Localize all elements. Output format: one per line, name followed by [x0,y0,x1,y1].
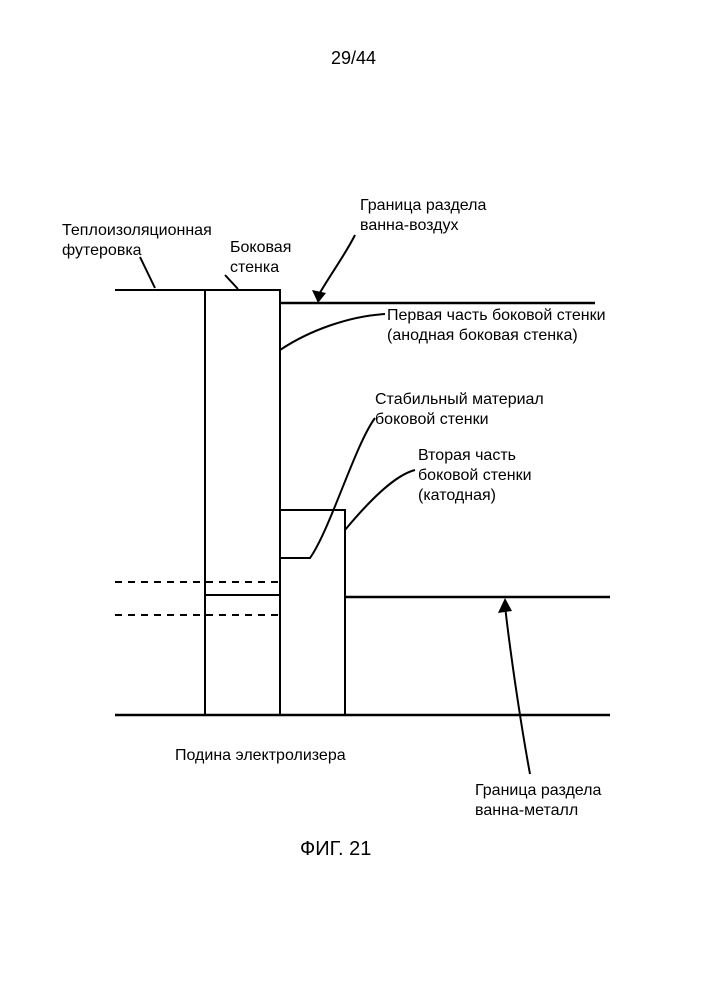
thermal-lining-label-l2: футеровка [62,242,142,259]
second-part-label-l1: Вторая часть [418,447,516,464]
stable-material-label-l1: Стабильный материал [375,391,544,408]
bath-metal-label-l1: Граница раздела [475,782,601,799]
bath-metal-label-l2: ванна-металл [475,802,578,819]
figure-21: Теплоизоляционная футеровка Боковая стен… [0,0,707,1000]
side-wall-block [205,290,280,595]
first-part-pointer [280,314,385,350]
bath-air-label-l1: Граница раздела [360,197,486,214]
stable-material-label-l2: боковой стенки [375,411,489,428]
bath-air-label-l2: ванна-воздух [360,217,458,234]
figure-caption: ФИГ. 21 [300,838,371,860]
bath-air-arrow [318,235,355,296]
first-part-label-l2: (анодная боковая стенка) [387,327,578,344]
bath-metal-arrow [505,606,530,774]
side-wall-label-l1: Боковая [230,239,291,256]
side-wall-label-l2: стенка [230,259,279,276]
thermal-lining-label-l1: Теплоизоляционная [62,222,212,239]
bath-metal-arrowhead [498,598,512,613]
second-part-pointer [345,470,415,530]
cathodic-side-wall-block [280,510,345,715]
bath-air-arrowhead [312,290,326,303]
side-wall-pointer [225,275,238,289]
cell-bottom-label: Подина электролизера [175,747,346,764]
thermal-lining-block [115,290,205,715]
second-part-label-l3: (катодная) [418,487,496,504]
second-part-label-l2: боковой стенки [418,467,532,484]
thermal-lining-pointer [140,257,155,288]
first-part-label-l1: Первая часть боковой стенки [387,307,606,324]
